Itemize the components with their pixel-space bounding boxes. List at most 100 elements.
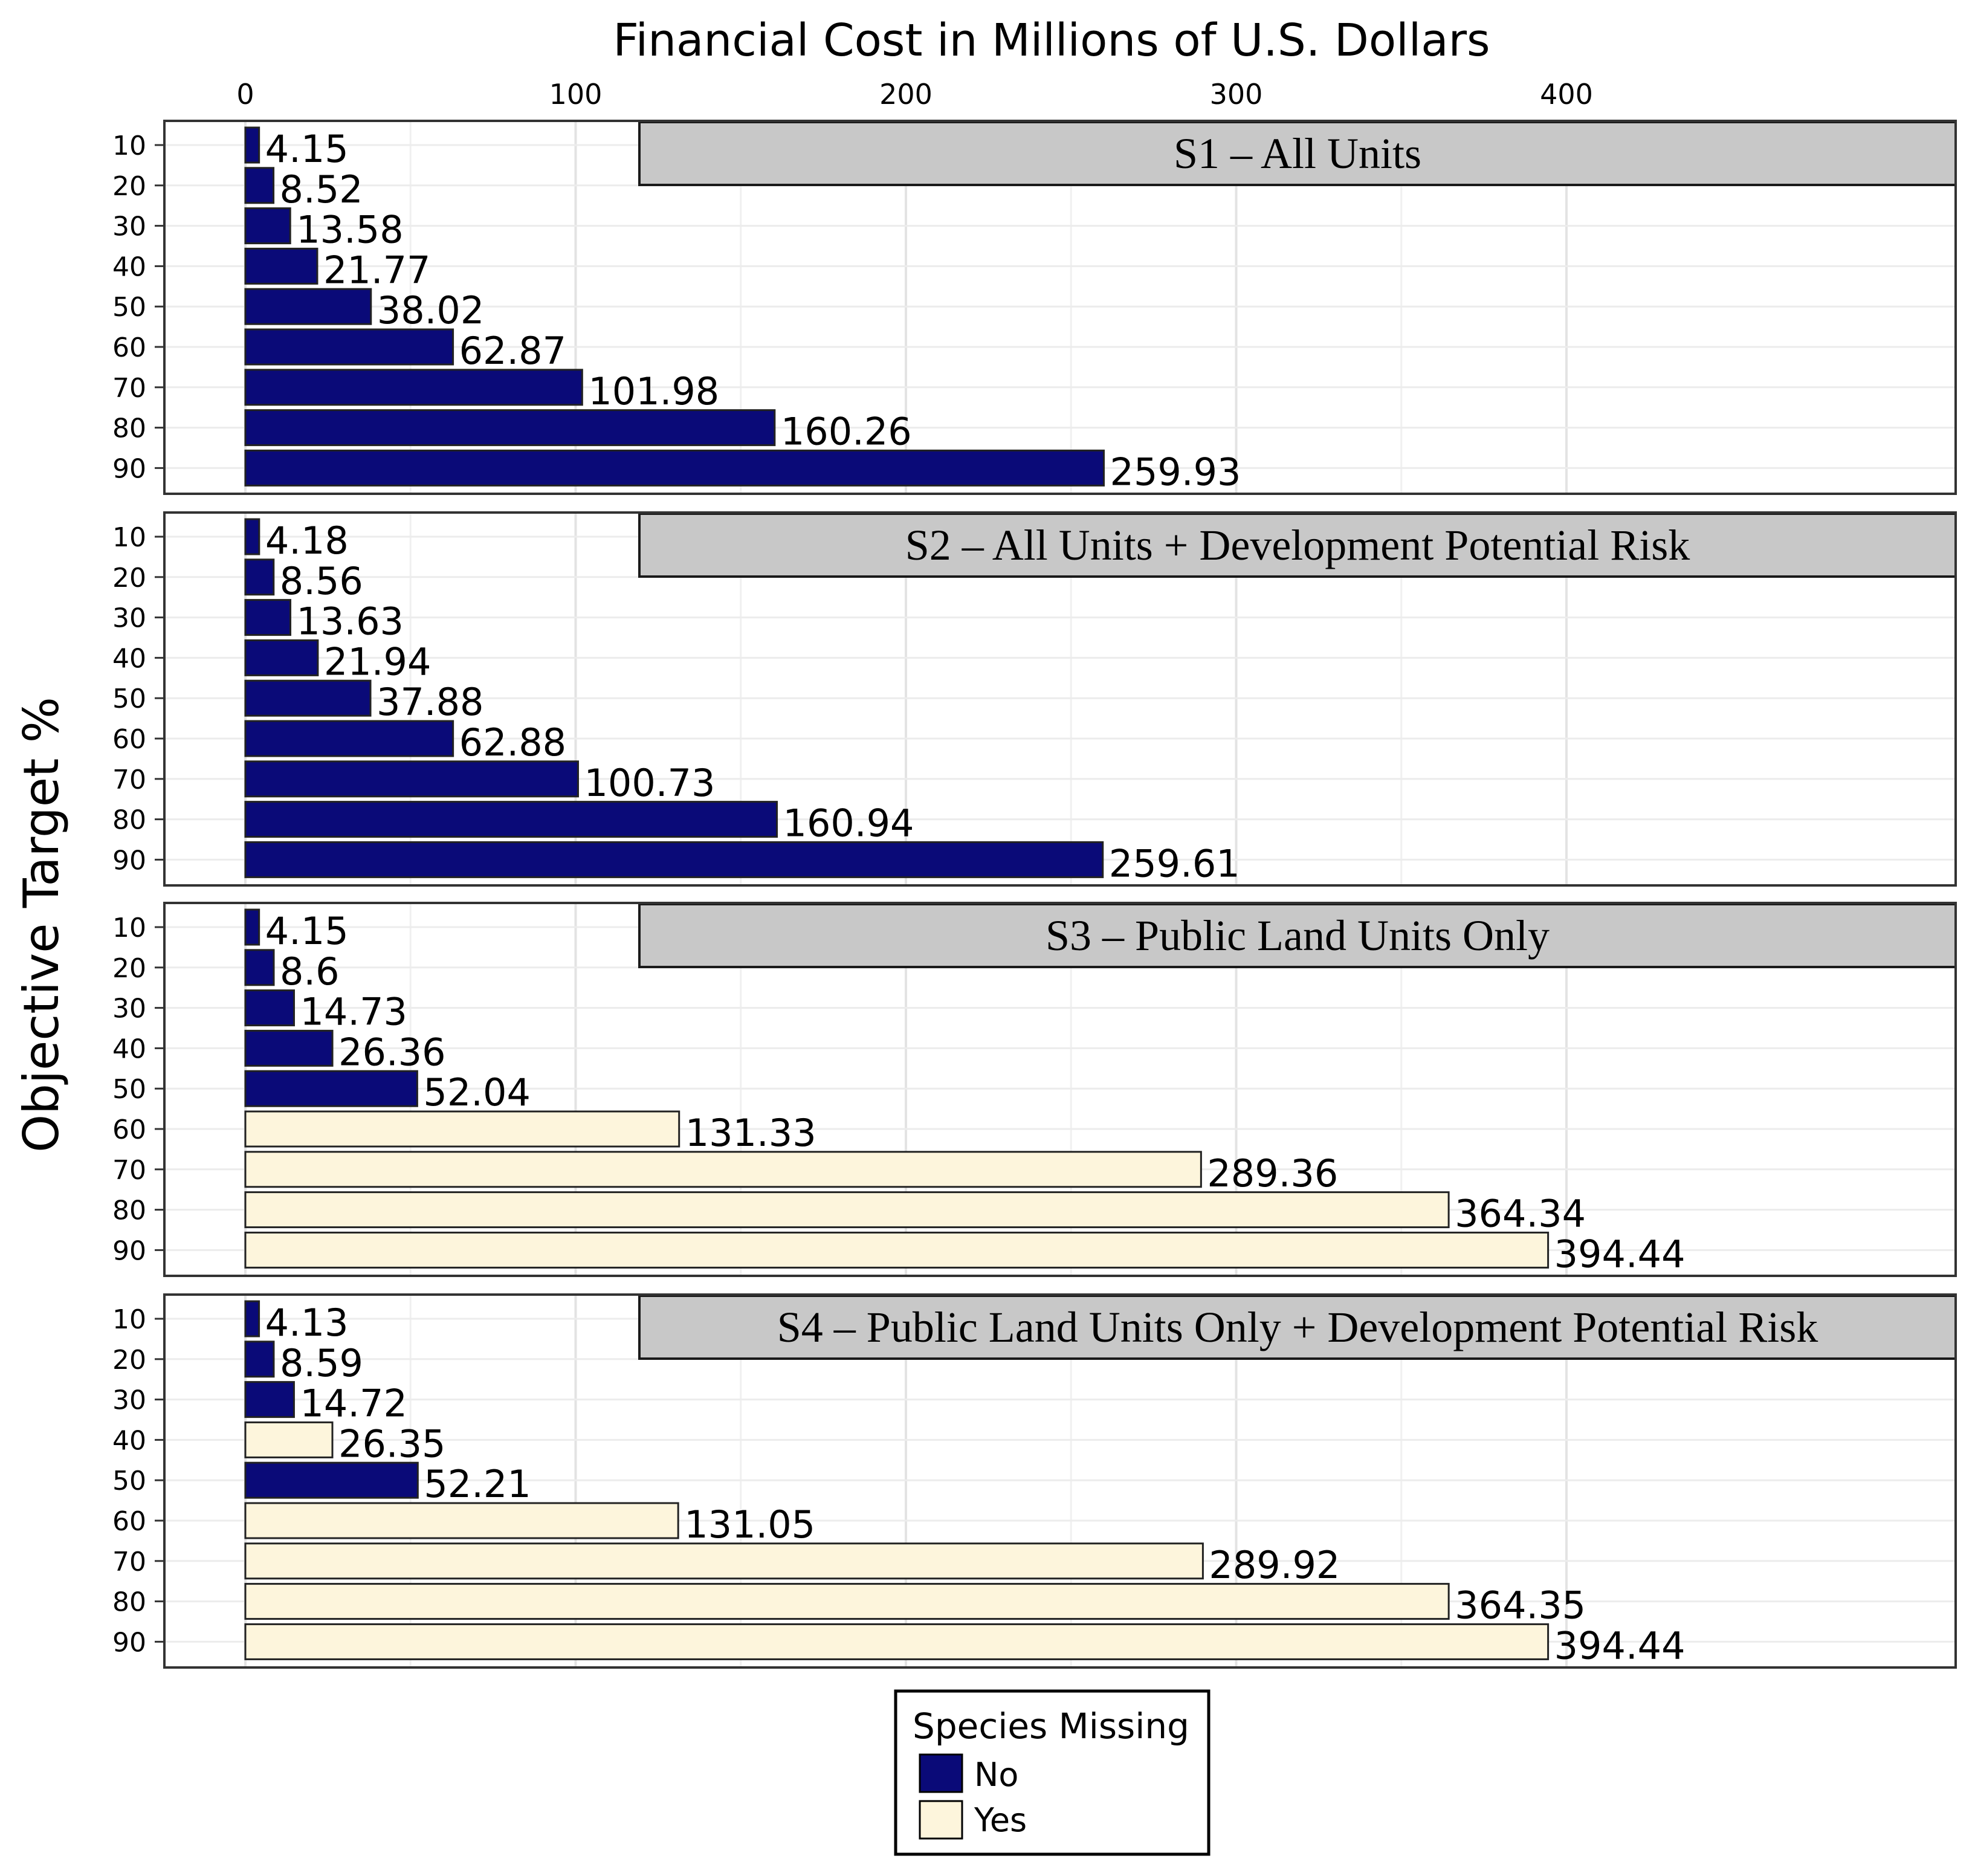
facet-panel: S1 – All Units 4.15 10 8.52 20 13.58 30 21.77 40… xyxy=(112,120,1957,495)
y-tick-label: 70 xyxy=(112,1547,146,1577)
panel-strip-label: S4 – Public Land Units Only + Developmen… xyxy=(777,1303,1818,1351)
legend-label-no: No xyxy=(974,1756,1018,1794)
bar-value-label: 52.21 xyxy=(424,1462,531,1506)
y-tick-label: 50 xyxy=(112,1466,146,1496)
y-tick-label: 10 xyxy=(112,131,146,161)
bar-value-label: 131.33 xyxy=(685,1111,816,1155)
bar xyxy=(244,288,372,325)
bar-value-label: 4.15 xyxy=(265,909,349,953)
bar-value-label: 26.35 xyxy=(338,1422,446,1466)
bar-value-label: 62.88 xyxy=(459,720,567,765)
y-tick-label: 10 xyxy=(112,913,146,943)
bar-value-label: 289.92 xyxy=(1209,1543,1340,1587)
y-tick-label: 30 xyxy=(112,1385,146,1416)
bar-value-label: 289.36 xyxy=(1207,1151,1338,1195)
facet-panel: S3 – Public Land Units Only 4.15 10 8.6 20 14… xyxy=(112,902,1957,1277)
y-tick-label: 10 xyxy=(112,522,146,553)
y-tick-label: 90 xyxy=(112,453,146,484)
y-tick-label: 40 xyxy=(112,643,146,674)
bar-value-label: 13.63 xyxy=(296,600,403,644)
bar xyxy=(244,949,275,986)
y-tick-label: 70 xyxy=(112,765,146,795)
y-tick-label: 20 xyxy=(112,953,146,984)
bar-value-label: 21.77 xyxy=(323,248,431,292)
bar xyxy=(244,1029,334,1067)
bar-value-label: 52.04 xyxy=(423,1070,531,1114)
bar xyxy=(244,989,295,1027)
y-tick-label: 20 xyxy=(112,563,146,594)
x-tick-label: 400 xyxy=(1540,78,1593,111)
y-tick-label: 30 xyxy=(112,212,146,242)
bar xyxy=(244,1300,260,1337)
bar xyxy=(244,720,454,757)
y-tick-label: 60 xyxy=(112,1506,146,1537)
facet-panel: S2 – All Units + Development Potential R… xyxy=(112,511,1957,887)
y-tick-label: 40 xyxy=(112,1033,146,1064)
chart-title: Financial Cost in Millions of U.S. Dolla… xyxy=(613,15,1490,66)
bar-value-label: 4.13 xyxy=(265,1301,349,1345)
bar xyxy=(244,247,318,285)
bar xyxy=(244,328,454,366)
panel-strip-label: S3 – Public Land Units Only xyxy=(1046,911,1550,960)
bar xyxy=(244,1070,418,1107)
bar-value-label: 21.94 xyxy=(324,639,432,684)
bar-value-label: 14.73 xyxy=(300,990,407,1034)
y-tick-label: 80 xyxy=(112,1195,146,1226)
bar xyxy=(244,760,579,798)
panel-border xyxy=(163,902,1957,1277)
y-tick-label: 90 xyxy=(112,845,146,876)
legend-label-yes: Yes xyxy=(974,1801,1027,1839)
y-tick-label: 80 xyxy=(112,413,146,444)
y-tick-label: 70 xyxy=(112,1155,146,1186)
x-tick-label: 300 xyxy=(1210,78,1263,111)
bar-value-label: 160.94 xyxy=(783,801,914,846)
x-tick-label: 0 xyxy=(236,78,254,111)
bar xyxy=(244,1461,419,1499)
bar xyxy=(244,126,260,164)
bar xyxy=(244,1502,679,1539)
bar-value-label: 8.52 xyxy=(280,167,363,212)
bar xyxy=(244,679,372,717)
bar xyxy=(244,369,583,406)
x-axis-ticks: 0 100 200 300 400 xyxy=(236,78,1593,111)
bar-value-label: 37.88 xyxy=(377,680,484,724)
y-tick-label: 40 xyxy=(112,1425,146,1456)
bar-value-label: 364.34 xyxy=(1455,1192,1586,1236)
bar xyxy=(244,1341,275,1378)
bar xyxy=(244,409,776,447)
y-tick-label: 60 xyxy=(112,724,146,755)
bar-value-label: 160.26 xyxy=(781,410,912,454)
bar-value-label: 394.44 xyxy=(1554,1232,1686,1276)
legend: Species Missing No Yes xyxy=(894,1689,1211,1856)
bar xyxy=(244,1381,295,1418)
bar xyxy=(244,1191,1450,1229)
y-tick-label: 70 xyxy=(112,373,146,404)
y-tick-label: 90 xyxy=(112,1235,146,1266)
bar-value-label: 100.73 xyxy=(584,761,715,805)
y-tick-label: 50 xyxy=(112,292,146,323)
bar-value-label: 62.87 xyxy=(459,329,567,373)
bar xyxy=(244,1583,1450,1620)
bar xyxy=(244,1110,680,1148)
legend-swatch-yes xyxy=(919,1800,963,1840)
bar-value-label: 8.59 xyxy=(280,1341,363,1385)
panel-strip-label: S2 – All Units + Development Potential R… xyxy=(905,521,1690,569)
bar xyxy=(244,518,260,555)
bar-value-label: 8.6 xyxy=(280,949,340,994)
bar xyxy=(244,167,275,204)
panel-border xyxy=(163,511,1957,887)
y-tick-label: 30 xyxy=(112,603,146,634)
y-tick-label: 50 xyxy=(112,684,146,714)
bar xyxy=(244,639,319,676)
y-tick-label: 20 xyxy=(112,1345,146,1376)
y-tick-label: 30 xyxy=(112,994,146,1024)
bar-value-label: 38.02 xyxy=(377,288,485,332)
bar-value-label: 13.58 xyxy=(296,208,404,252)
y-tick-label: 20 xyxy=(112,171,146,202)
bar-value-label: 394.44 xyxy=(1554,1623,1686,1667)
legend-title: Species Missing xyxy=(913,1706,1189,1747)
y-tick-label: 80 xyxy=(112,805,146,836)
bar-value-label: 131.05 xyxy=(684,1502,815,1547)
y-tick-label: 50 xyxy=(112,1074,146,1105)
